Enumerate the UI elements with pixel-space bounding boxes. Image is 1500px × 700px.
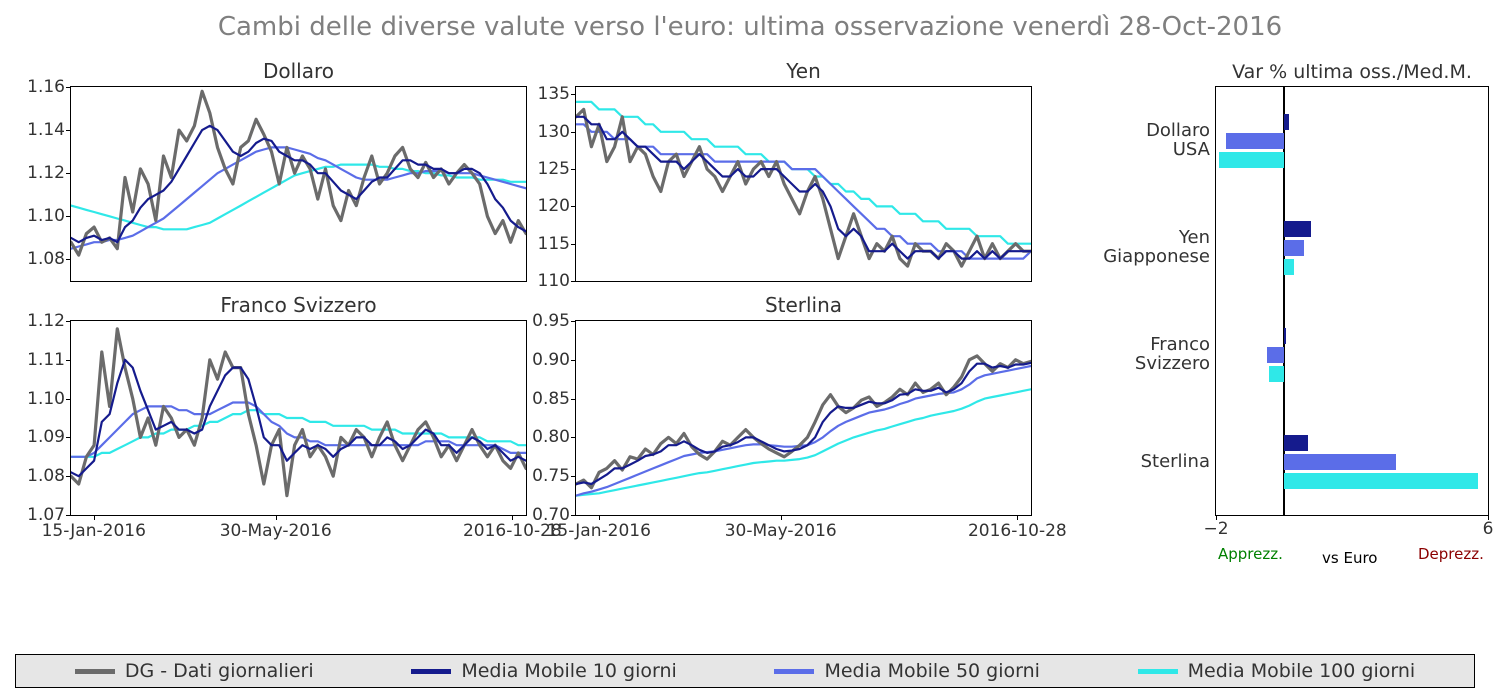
main-title: Cambi delle diverse valute verso l'euro:…: [0, 0, 1500, 42]
y-tick-label: 1.11: [27, 350, 71, 370]
hbar: [1284, 240, 1304, 256]
bar-chart-panel: Var % ultima oss./Med.M.−26DollaroUSAYen…: [1215, 86, 1489, 516]
legend: DG - Dati giornalieri Media Mobile 10 gio…: [15, 654, 1475, 688]
hbar: [1284, 328, 1286, 344]
panel-title: Dollaro: [71, 59, 526, 83]
y-tick-label: 1.12: [27, 163, 71, 183]
chart-panel-dollaro: Dollaro1.081.101.121.141.16: [70, 86, 527, 282]
charts-area: Dollaro1.081.101.121.141.16Yen1101151201…: [15, 58, 1485, 638]
y-tick-label: 1.14: [27, 120, 71, 140]
legend-item: Media Mobile 100 giorni: [1138, 660, 1416, 682]
panel-title: Franco Svizzero: [71, 293, 526, 317]
y-tick-label: 0.80: [532, 427, 576, 447]
y-tick-label: 1.08: [27, 466, 71, 486]
legend-label: Media Mobile 100 giorni: [1188, 660, 1416, 682]
legend-swatch: [75, 669, 115, 674]
legend-label: Media Mobile 50 giorni: [824, 660, 1039, 682]
bar-category-label: YenGiapponese: [1103, 228, 1216, 268]
hbar: [1284, 259, 1294, 275]
y-tick-label: 0.75: [532, 466, 576, 486]
hbar: [1269, 366, 1284, 382]
legend-swatch: [774, 669, 814, 674]
bar-annotation: Deprezz.: [1418, 545, 1484, 563]
hbar: [1284, 454, 1396, 470]
bar-title: Var % ultima oss./Med.M.: [1216, 61, 1488, 83]
hbar: [1284, 435, 1308, 451]
hbar: [1284, 114, 1289, 130]
hbar: [1284, 473, 1478, 489]
legend-item: Media Mobile 10 giorni: [411, 660, 676, 682]
hbar: [1219, 152, 1284, 168]
bar-category-label: FrancoSvizzero: [1135, 335, 1216, 375]
hbar: [1284, 221, 1311, 237]
chart-panel-franco: Franco Svizzero1.071.081.091.101.111.121…: [70, 320, 527, 516]
bar-category-label: DollaroUSA: [1146, 121, 1216, 161]
y-tick-label: 0.95: [532, 311, 576, 331]
y-tick-label: 1.10: [27, 389, 71, 409]
y-tick-label: 1.08: [27, 249, 71, 269]
legend-label: Media Mobile 10 giorni: [461, 660, 676, 682]
legend-item: DG - Dati giornalieri: [75, 660, 314, 682]
y-tick-label: 1.16: [27, 77, 71, 97]
hbar: [1267, 347, 1284, 363]
y-tick-label: 0.85: [532, 389, 576, 409]
hbar: [1226, 133, 1284, 149]
legend-swatch: [1138, 669, 1178, 674]
legend-label: DG - Dati giornalieri: [125, 660, 314, 682]
legend-item: Media Mobile 50 giorni: [774, 660, 1039, 682]
y-tick-label: 0.90: [532, 350, 576, 370]
legend-swatch: [411, 669, 451, 674]
bar-category-label: Sterlina: [1141, 452, 1216, 472]
y-tick-label: 1.09: [27, 427, 71, 447]
bar-annotation: Apprezz.: [1218, 545, 1283, 563]
y-tick-label: 1.10: [27, 206, 71, 226]
bar-annotation: vs Euro: [1322, 549, 1377, 567]
panel-title: Sterlina: [576, 293, 1031, 317]
y-tick-label: 1.12: [27, 311, 71, 331]
chart-panel-yen: Yen110115120125130135: [575, 86, 1032, 282]
panel-title: Yen: [576, 59, 1031, 83]
chart-panel-sterlina: Sterlina0.700.750.800.850.900.9515-Jan-2…: [575, 320, 1032, 516]
